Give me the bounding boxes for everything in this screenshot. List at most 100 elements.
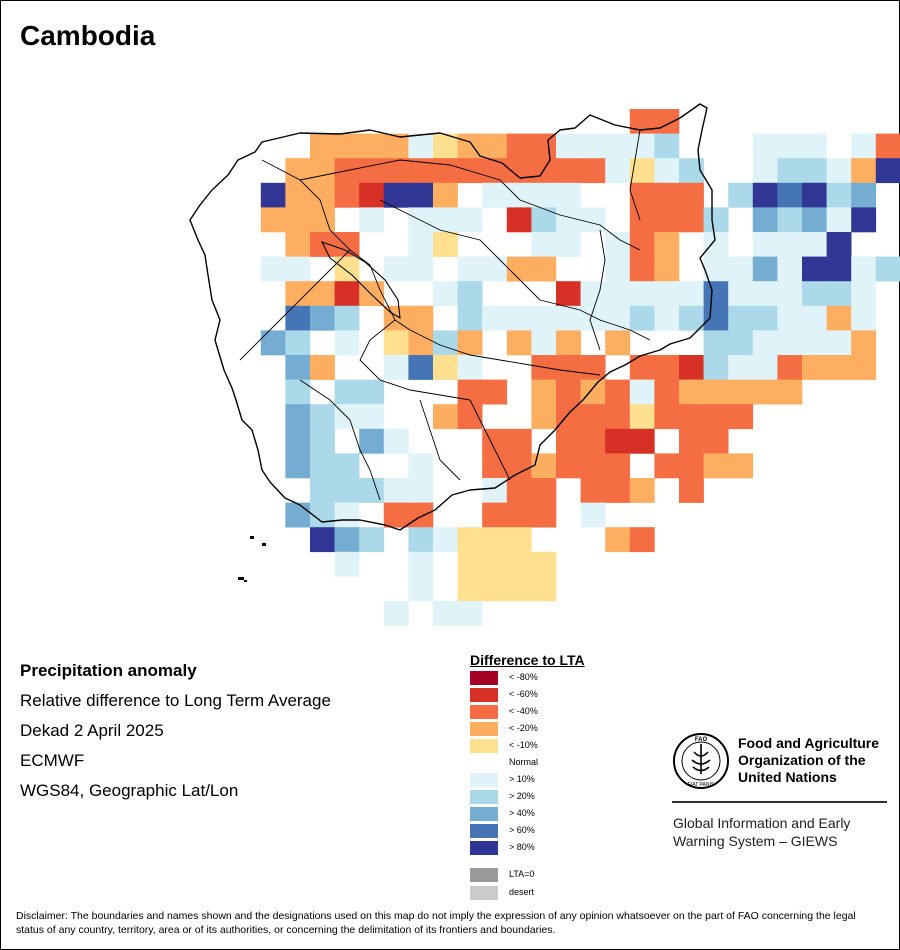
legend-swatch (470, 756, 498, 770)
grid-cell (777, 330, 803, 356)
grid-cell (679, 182, 704, 208)
grid-cell (285, 256, 311, 282)
province-boundary (629, 129, 641, 221)
grid-cell (875, 133, 900, 159)
legend-label: < -80% (509, 672, 538, 682)
grid-cell (580, 453, 606, 479)
anomaly-grid (260, 109, 900, 626)
grid-cell (531, 404, 557, 430)
grid-cell (408, 305, 434, 331)
grid-cell (334, 502, 360, 528)
grid-cell (752, 256, 778, 282)
grid-cell (629, 355, 655, 380)
grid-cell (334, 133, 360, 159)
grid-cell (752, 305, 778, 331)
grid-cell (826, 256, 852, 282)
legend-label: > 80% (509, 842, 535, 852)
legend-label: < -20% (509, 723, 538, 733)
grid-cell (359, 428, 385, 454)
province-boundary (409, 329, 601, 376)
grid-cell (654, 182, 680, 208)
org-name-line-3: United Nations (738, 769, 837, 785)
grid-cell (556, 232, 581, 257)
grid-cell (531, 576, 557, 602)
grid-cell (310, 404, 335, 430)
grid-cell (531, 256, 557, 282)
grid-cell (310, 182, 335, 208)
giews-line-1: Global Information and Early (673, 815, 851, 831)
grid-cell (334, 379, 360, 405)
grid-cell (359, 478, 385, 503)
grid-cell (383, 478, 409, 503)
grid-cell (752, 133, 778, 159)
grid-cell (580, 428, 606, 454)
grid-cell (310, 232, 335, 257)
grid-cell (334, 182, 360, 208)
org-name-line-2: Organization of the (738, 752, 866, 768)
grid-cell (531, 478, 557, 503)
grid-cell (506, 133, 532, 159)
grid-cell (851, 281, 877, 307)
grid-cell (679, 404, 704, 430)
grid-cell (605, 404, 631, 430)
grid-cell (260, 256, 286, 282)
grid-cell (457, 207, 483, 233)
grid-cell (605, 330, 631, 356)
grid-cell (605, 305, 631, 331)
lake-tonle-sap (320, 241, 401, 320)
legend-swatch (470, 773, 498, 787)
grid-cell (556, 281, 581, 307)
grid-cell (433, 527, 458, 553)
grid-cell (580, 207, 606, 233)
grid-cell (728, 182, 754, 208)
grid-cell (310, 133, 335, 159)
grid-cell (703, 379, 729, 405)
grid-cell (728, 256, 754, 282)
grid-cell (408, 207, 434, 233)
grid-cell (285, 330, 311, 356)
grid-cell (383, 133, 409, 159)
info-heading: Precipitation anomaly (20, 661, 197, 680)
grid-cell (506, 330, 532, 356)
grid-cell (752, 232, 778, 257)
grid-cell (654, 453, 680, 479)
disclaimer: Disclaimer: The boundaries and names sho… (16, 910, 856, 936)
legend-label: > 20% (509, 791, 535, 801)
legend-swatch (470, 807, 498, 821)
grid-cell (260, 207, 286, 233)
legend-swatch (470, 722, 498, 736)
map-info: Precipitation anomaly Relative differenc… (20, 656, 331, 806)
grid-cell (482, 305, 508, 331)
grid-cell (580, 281, 606, 307)
legend-label: < -60% (509, 689, 538, 699)
grid-cell (383, 158, 409, 184)
legend-label: > 60% (509, 825, 535, 835)
info-line-3: ECMWF (20, 751, 85, 770)
grid-cell (310, 478, 335, 503)
grid-cell (629, 133, 655, 159)
province-boundary (359, 319, 471, 401)
grid-cell (457, 305, 483, 331)
grid-cell (629, 182, 655, 208)
province-boundary (419, 399, 461, 481)
grid-cell (580, 355, 606, 380)
grid-cell (359, 182, 385, 208)
grid-cell (334, 256, 360, 282)
grid-cell (359, 379, 385, 405)
grid-cell (482, 527, 508, 553)
grid-cell (556, 330, 581, 356)
grid-cell (802, 182, 827, 208)
grid-cell (310, 527, 335, 553)
grid-cell (383, 355, 409, 380)
grid-cell (506, 207, 532, 233)
legend-label: Normal (509, 757, 539, 767)
legend-swatch (470, 671, 498, 685)
grid-cell (260, 182, 286, 208)
grid-cell (851, 330, 877, 356)
grid-cell (654, 133, 680, 159)
grid-cell (285, 502, 311, 528)
grid-cell (457, 281, 483, 307)
province-boundary (469, 399, 511, 481)
grid-cell (580, 404, 606, 430)
legend-title: Difference to LTA (470, 652, 585, 668)
